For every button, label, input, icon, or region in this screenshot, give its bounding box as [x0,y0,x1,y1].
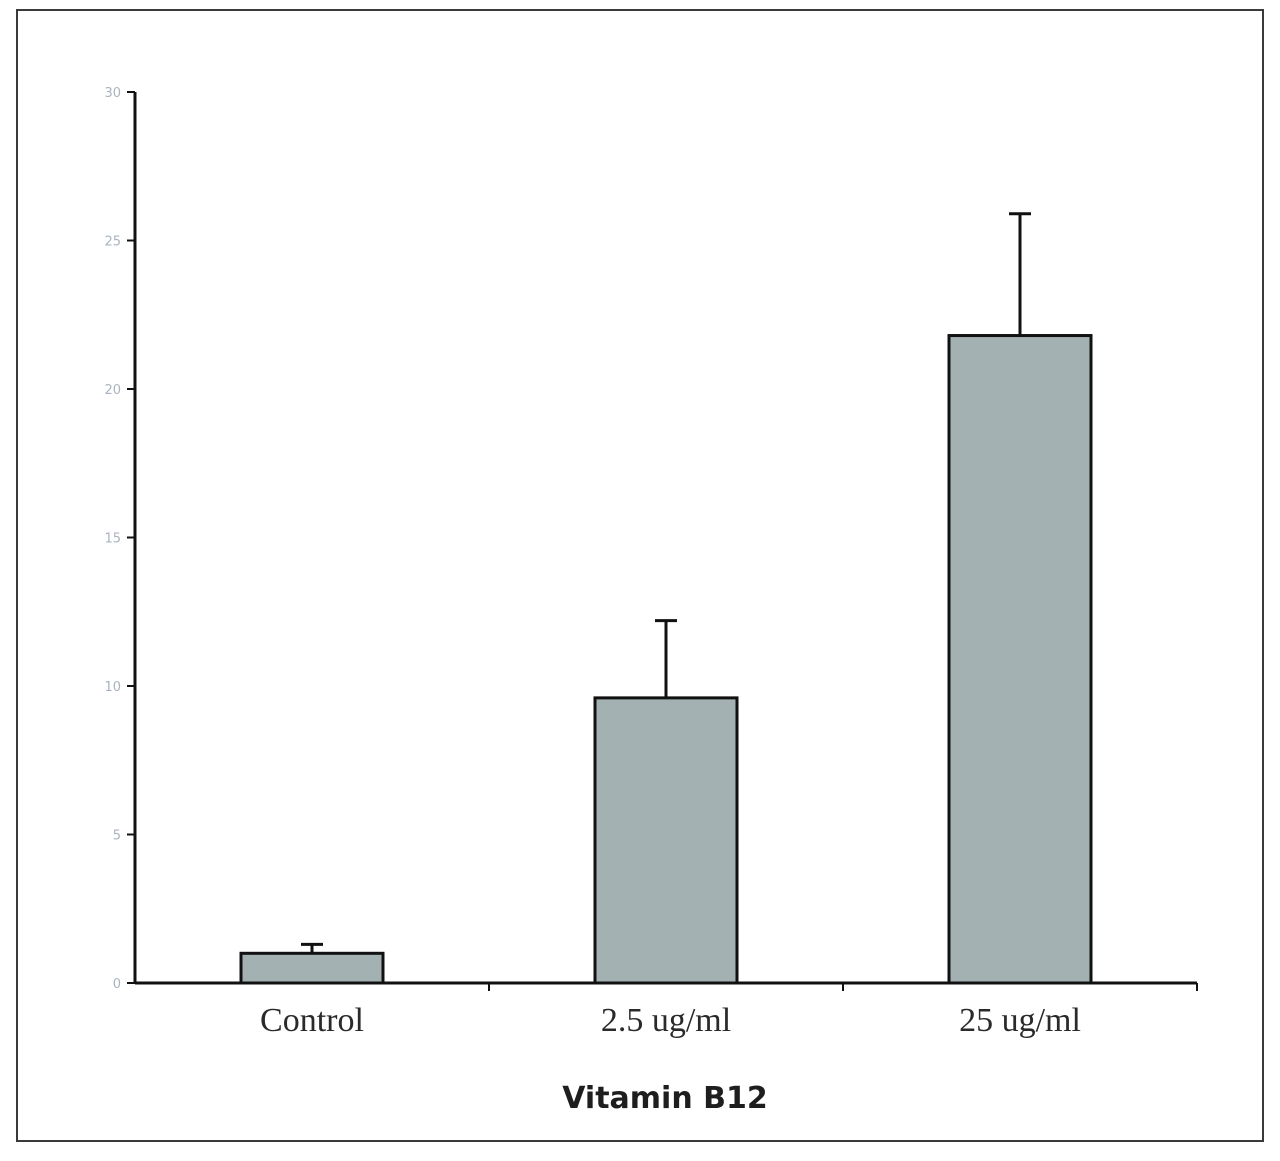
x-axis-title: Vitamin B12 [562,1081,768,1116]
bars-layer [239,212,1093,985]
y-tick-label: 20 [104,383,121,398]
category-label: 2.5 ug/ml [601,1002,731,1039]
category-label: 25 ug/ml [959,1002,1081,1039]
bar [593,696,739,985]
y-tick-label: 30 [104,86,121,101]
y-tick-label: 25 [104,235,121,250]
y-tick-label: 0 [113,977,121,992]
y-tick-label: 10 [104,680,121,695]
y-tick-label: 5 [113,829,121,844]
labels-layer: 0 5 10 15 20 25 30 Control 2.5 ug/ml 25 ug/ml [104,86,1080,1039]
category-label: Control [260,1002,364,1039]
bar [239,951,385,985]
ticks-layer [127,91,1198,991]
y-tick-label: 15 [104,532,121,547]
bar [947,334,1093,985]
